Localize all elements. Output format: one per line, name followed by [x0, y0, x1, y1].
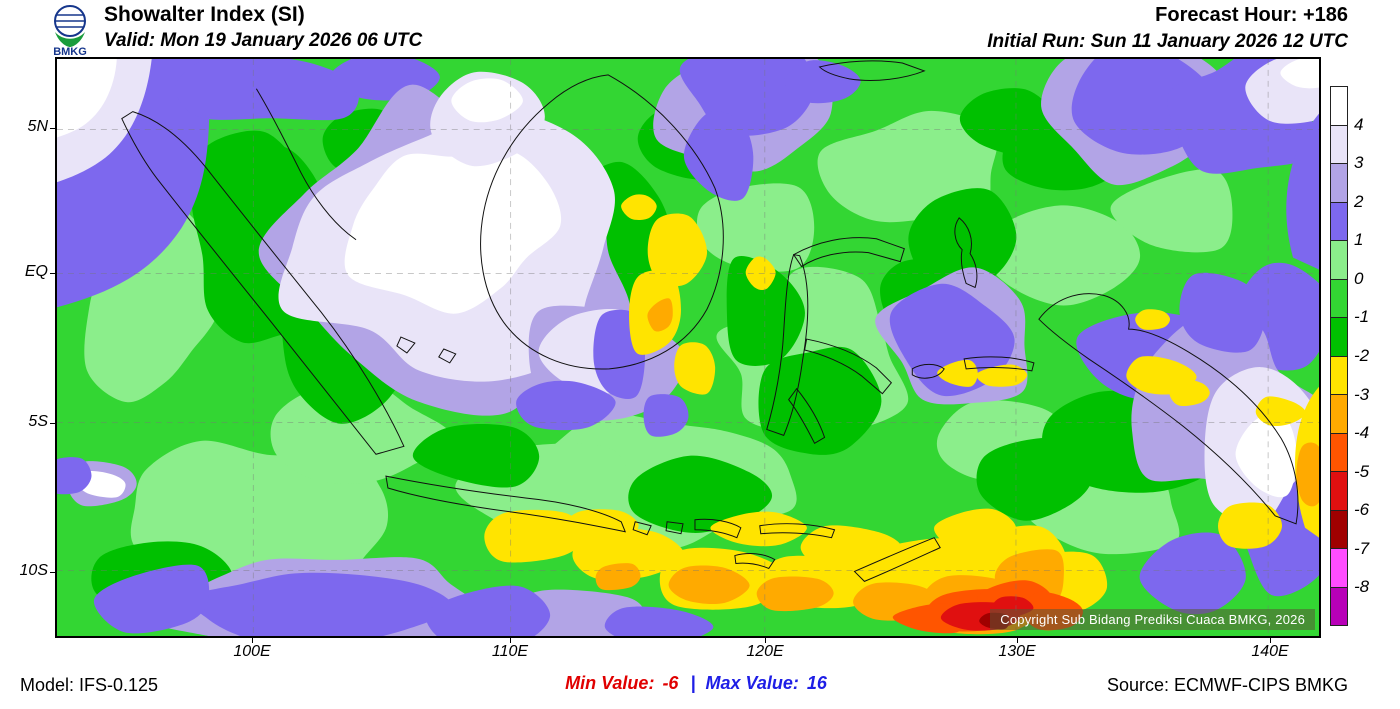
min-value: -6 [662, 673, 679, 693]
min-value-label: Min Value: [565, 673, 655, 693]
legend-label: 0 [1354, 268, 1364, 288]
legend-cell [1331, 356, 1347, 395]
legend-cell [1331, 202, 1347, 241]
map-frame: Copyright Sub Bidang Prediksi Cuaca BMKG… [55, 57, 1321, 638]
legend-label: -7 [1354, 538, 1370, 558]
run-info-block: Forecast Hour: +186 Initial Run: Sun 11 … [987, 4, 1348, 53]
legend-cell [1331, 125, 1347, 164]
legend-label: 2 [1354, 191, 1364, 211]
legend-label: -4 [1354, 423, 1370, 443]
minmax-line: Min Value: -6 | Max Value: 16 [565, 673, 835, 694]
legend-labels: 4 3 2 1 0 -1 -2 -3 -4 -5 -6 -7 -8 [1354, 86, 1398, 626]
bmkg-logo-text: BMKG [53, 46, 87, 57]
valid-time: Valid: Mon 19 January 2026 06 UTC [104, 30, 423, 51]
legend-cell [1331, 587, 1347, 625]
page-title: Showalter Index (SI) [104, 3, 305, 26]
lat-label: 5N [27, 118, 48, 135]
legend-cell [1331, 549, 1347, 588]
legend-label: -3 [1354, 384, 1370, 404]
legend-cell [1331, 510, 1347, 549]
lat-label: 10S [19, 562, 48, 579]
legend-label: 4 [1354, 114, 1364, 134]
max-value: 16 [806, 673, 827, 693]
lat-tick [50, 273, 55, 274]
map-fill-layer [57, 59, 1319, 636]
coastline-layer [121, 60, 1299, 582]
lat-tick [50, 423, 55, 424]
lat-tick [50, 128, 55, 129]
copyright-overlay: Copyright Sub Bidang Prediksi Cuaca BMKG… [990, 609, 1315, 630]
legend-cell [1331, 318, 1347, 357]
legend-cell [1331, 87, 1347, 126]
legend-cell [1331, 279, 1347, 318]
legend-cell [1331, 241, 1347, 280]
forecast-hour: Forecast Hour: +186 [1155, 4, 1348, 26]
legend-colorbar [1330, 86, 1348, 626]
bmkg-logo: BMKG [42, 1, 98, 58]
legend-label: -1 [1354, 307, 1370, 327]
lat-label: EQ [24, 263, 48, 280]
lat-label: 5S [28, 413, 48, 430]
legend-cell [1331, 433, 1347, 472]
legend-label: -5 [1354, 461, 1370, 481]
lon-label: 130E [998, 643, 1036, 660]
lon-label: 110E [491, 643, 529, 660]
lon-label: 140E [1251, 643, 1289, 660]
max-value-label: Max Value: [705, 673, 799, 693]
initial-run: Initial Run: Sun 11 January 2026 12 UTC [987, 31, 1348, 52]
legend-cell [1331, 472, 1347, 511]
legend-label: 3 [1354, 153, 1364, 173]
legend-label: 1 [1354, 230, 1364, 250]
lon-label: 120E [746, 643, 784, 660]
lon-label: 100E [233, 643, 271, 660]
bmkg-logo-graphic: BMKG [53, 5, 87, 58]
lon-tick [510, 638, 511, 643]
lon-tick [1270, 638, 1271, 643]
source-label: Source: ECMWF-CIPS BMKG [1106, 675, 1348, 695]
lon-tick [1017, 638, 1018, 643]
map-svg [57, 59, 1319, 636]
legend-cell [1331, 395, 1347, 434]
graticule-layer [57, 59, 1319, 636]
minmax-separator: | [690, 673, 696, 693]
lon-tick [765, 638, 766, 643]
model-label: Model: IFS-0.125 [20, 675, 159, 695]
legend-label: -2 [1354, 346, 1370, 365]
lon-tick [252, 638, 253, 643]
lat-tick [50, 572, 55, 573]
legend-cell [1331, 164, 1347, 203]
legend-label: -6 [1354, 500, 1370, 520]
legend-label: -8 [1354, 577, 1370, 597]
